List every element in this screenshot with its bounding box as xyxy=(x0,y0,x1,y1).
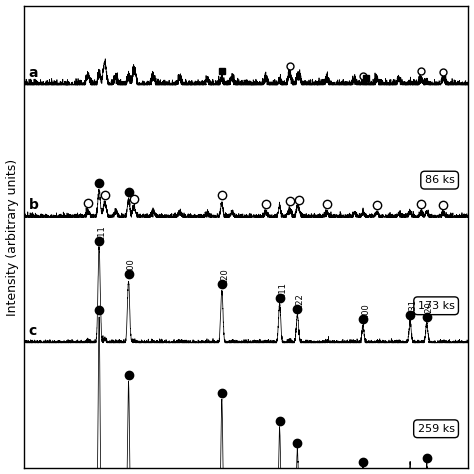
Text: 400: 400 xyxy=(361,303,370,319)
Text: 331: 331 xyxy=(409,299,418,315)
Text: 220: 220 xyxy=(220,268,229,284)
Text: 111: 111 xyxy=(97,225,106,241)
Text: 173 ks: 173 ks xyxy=(418,301,455,311)
Text: 200: 200 xyxy=(127,258,136,274)
Text: 311: 311 xyxy=(278,282,287,298)
Text: 222: 222 xyxy=(296,293,305,309)
Text: a: a xyxy=(28,65,38,80)
Text: 259 ks: 259 ks xyxy=(418,424,455,434)
Text: 86 ks: 86 ks xyxy=(425,175,455,185)
Y-axis label: Intensity (arbitrary units): Intensity (arbitrary units) xyxy=(6,158,18,316)
Text: 420: 420 xyxy=(425,301,434,317)
Text: c: c xyxy=(28,324,37,337)
Text: b: b xyxy=(28,198,38,212)
